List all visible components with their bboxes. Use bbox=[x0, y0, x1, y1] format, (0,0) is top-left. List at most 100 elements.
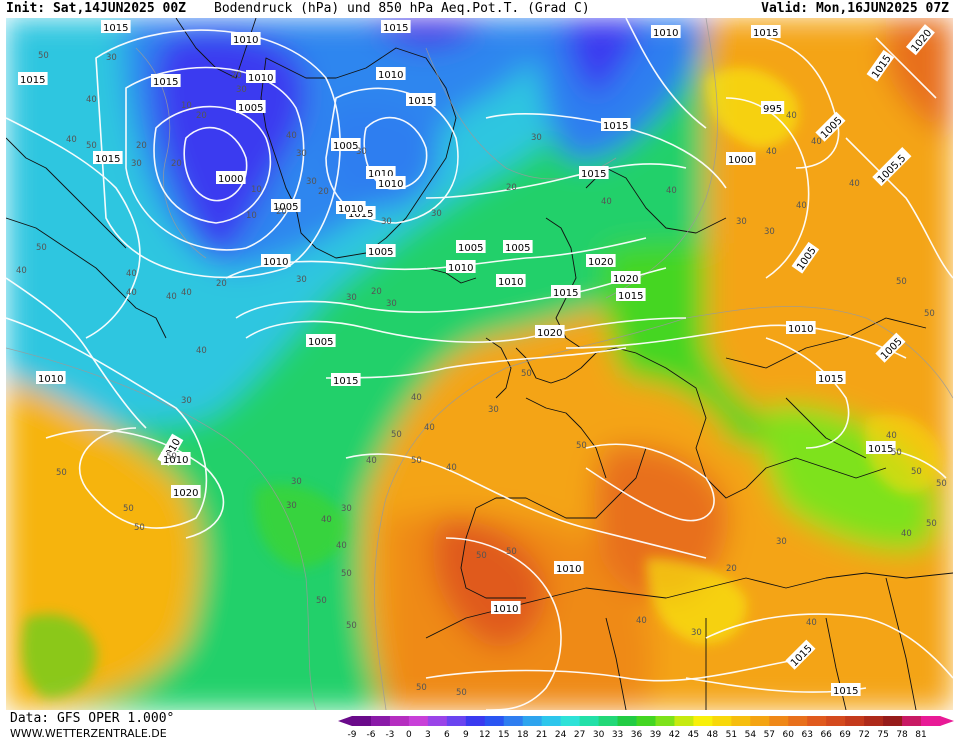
isobar-label-box bbox=[761, 101, 785, 114]
theta-e-label: 50 bbox=[123, 504, 134, 514]
isobar-label-text: 1015 bbox=[20, 75, 45, 86]
legend-tick-label: 18 bbox=[517, 730, 529, 740]
theta-e-label: 30 bbox=[381, 217, 392, 227]
theta-e-label: 30 bbox=[286, 501, 297, 511]
isobar-label-box bbox=[231, 32, 261, 45]
isobar-label-box bbox=[151, 74, 181, 87]
isobar-label-text: 1005 bbox=[505, 243, 530, 254]
isobar-label-box bbox=[271, 199, 301, 212]
legend-tick-label: 72 bbox=[858, 730, 869, 740]
theta-e-label: 40 bbox=[849, 179, 860, 189]
isobar-label-box bbox=[366, 244, 396, 257]
legend-swatch bbox=[579, 716, 600, 726]
legend-swatch bbox=[389, 716, 410, 726]
theta-e-label: 40 bbox=[786, 111, 797, 121]
legend-tick-label: 3 bbox=[425, 730, 431, 740]
theta-e-label: 30 bbox=[181, 396, 192, 406]
legend-tick-label: 21 bbox=[536, 730, 547, 740]
isobar-label: 1020 bbox=[586, 254, 616, 268]
isobar-label-box bbox=[376, 176, 406, 189]
theta-e-label: 50 bbox=[476, 551, 487, 561]
isobar-label: 1010 bbox=[246, 70, 276, 84]
legend-tick-label: 0 bbox=[406, 730, 412, 740]
isobar-label-text: 1015 bbox=[103, 23, 128, 34]
theta-e-label: 20 bbox=[136, 141, 147, 151]
isobar-label-box bbox=[751, 25, 781, 38]
legend-swatch bbox=[427, 716, 448, 726]
isobar-label-text: 1010 bbox=[368, 169, 393, 180]
isobar-label-box bbox=[535, 325, 565, 338]
isobar-label-box bbox=[366, 166, 396, 179]
isobar-label: 1015 bbox=[616, 288, 646, 302]
theta-e-label: 50 bbox=[911, 467, 922, 477]
isobar-label-box bbox=[586, 254, 616, 267]
isobar-label-box bbox=[616, 288, 646, 301]
legend-tick-label: 48 bbox=[707, 730, 719, 740]
isobar-label-box bbox=[161, 452, 191, 465]
map-header: Init: Sat,14JUN2025 00Z Bodendruck (hPa)… bbox=[0, 0, 959, 18]
theta-e-label: 40 bbox=[766, 147, 777, 157]
isobar-label: 1010 bbox=[786, 321, 816, 335]
theta-e-label: 30 bbox=[296, 275, 307, 285]
legend-swatch bbox=[807, 716, 827, 726]
isobar-label: 1015 bbox=[93, 151, 123, 165]
isobar-label: 1015 bbox=[551, 285, 581, 299]
isobar-label: 1005 bbox=[306, 334, 336, 348]
isobar-label: 1010 bbox=[336, 201, 366, 215]
isobar-label-box bbox=[872, 147, 912, 187]
theta-e-label: 40 bbox=[16, 266, 27, 276]
website-label: WWW.WETTERZENTRALE.DE bbox=[10, 727, 167, 740]
isobar-label-text: 1015 bbox=[95, 154, 120, 165]
theta-e-label: 30 bbox=[531, 133, 542, 143]
isobar-label: 1005 bbox=[331, 138, 361, 152]
legend-tick-label: 63 bbox=[801, 730, 812, 740]
isobar-label-box bbox=[651, 25, 681, 38]
legend-swatch bbox=[712, 716, 732, 726]
theta-e-label: 50 bbox=[86, 141, 97, 151]
isobar-label-text: 1015 bbox=[603, 121, 628, 132]
legend-swatch bbox=[352, 716, 372, 726]
theta-e-label: 30 bbox=[291, 477, 302, 487]
isobar-label-box bbox=[875, 332, 906, 363]
isobar-label-box bbox=[381, 20, 411, 33]
isobar-label-text: 1005 bbox=[458, 243, 483, 254]
theta-e-label: 40 bbox=[666, 186, 677, 196]
theta-e-label: 20 bbox=[231, 71, 242, 81]
legend-swatch bbox=[655, 716, 675, 726]
theta-e-label: 30 bbox=[106, 53, 117, 63]
legend-swatch bbox=[788, 716, 808, 726]
isobar-label-text: 1010 bbox=[498, 277, 523, 288]
theta-e-label: 50 bbox=[166, 452, 177, 462]
theta-e-label: 40 bbox=[636, 616, 647, 626]
theta-e-label: 30 bbox=[236, 85, 247, 95]
isobar-label: 1015 bbox=[831, 683, 861, 697]
legend-tick-label: 66 bbox=[820, 730, 832, 740]
isobar-label-text: 1015 bbox=[348, 209, 373, 220]
theta-e-label: 50 bbox=[891, 448, 902, 458]
theta-e-label: 50 bbox=[506, 547, 517, 557]
isobar-label-text: 1010 bbox=[248, 73, 273, 84]
isobar-label-box bbox=[376, 67, 406, 80]
isobar-label: 1015 bbox=[866, 441, 896, 455]
isobar-label: 1010 bbox=[376, 176, 406, 190]
legend-tick-label: 51 bbox=[726, 730, 737, 740]
isobar-label-box bbox=[101, 20, 131, 33]
isobar-label-box bbox=[791, 241, 820, 274]
isobar-label-text: 1020 bbox=[613, 274, 638, 285]
legend-swatch bbox=[446, 716, 467, 726]
theta-e-label: 20 bbox=[726, 564, 737, 574]
isobar-label-text: 1010 bbox=[493, 604, 518, 615]
theta-e-label: 50 bbox=[391, 430, 402, 440]
isobar-label-text: 1015 bbox=[383, 23, 408, 34]
isobar-label-box bbox=[551, 285, 581, 298]
theta-e-label: 40 bbox=[901, 529, 912, 539]
isobar-label-box bbox=[786, 321, 816, 334]
isobar-label: 1020 bbox=[171, 485, 201, 499]
legend-swatch bbox=[408, 716, 429, 726]
legend-swatch bbox=[560, 716, 581, 726]
isobar-label-box bbox=[554, 561, 584, 574]
isobar-label: 1005 bbox=[236, 100, 266, 114]
theta-e-label: 10 bbox=[251, 185, 262, 195]
